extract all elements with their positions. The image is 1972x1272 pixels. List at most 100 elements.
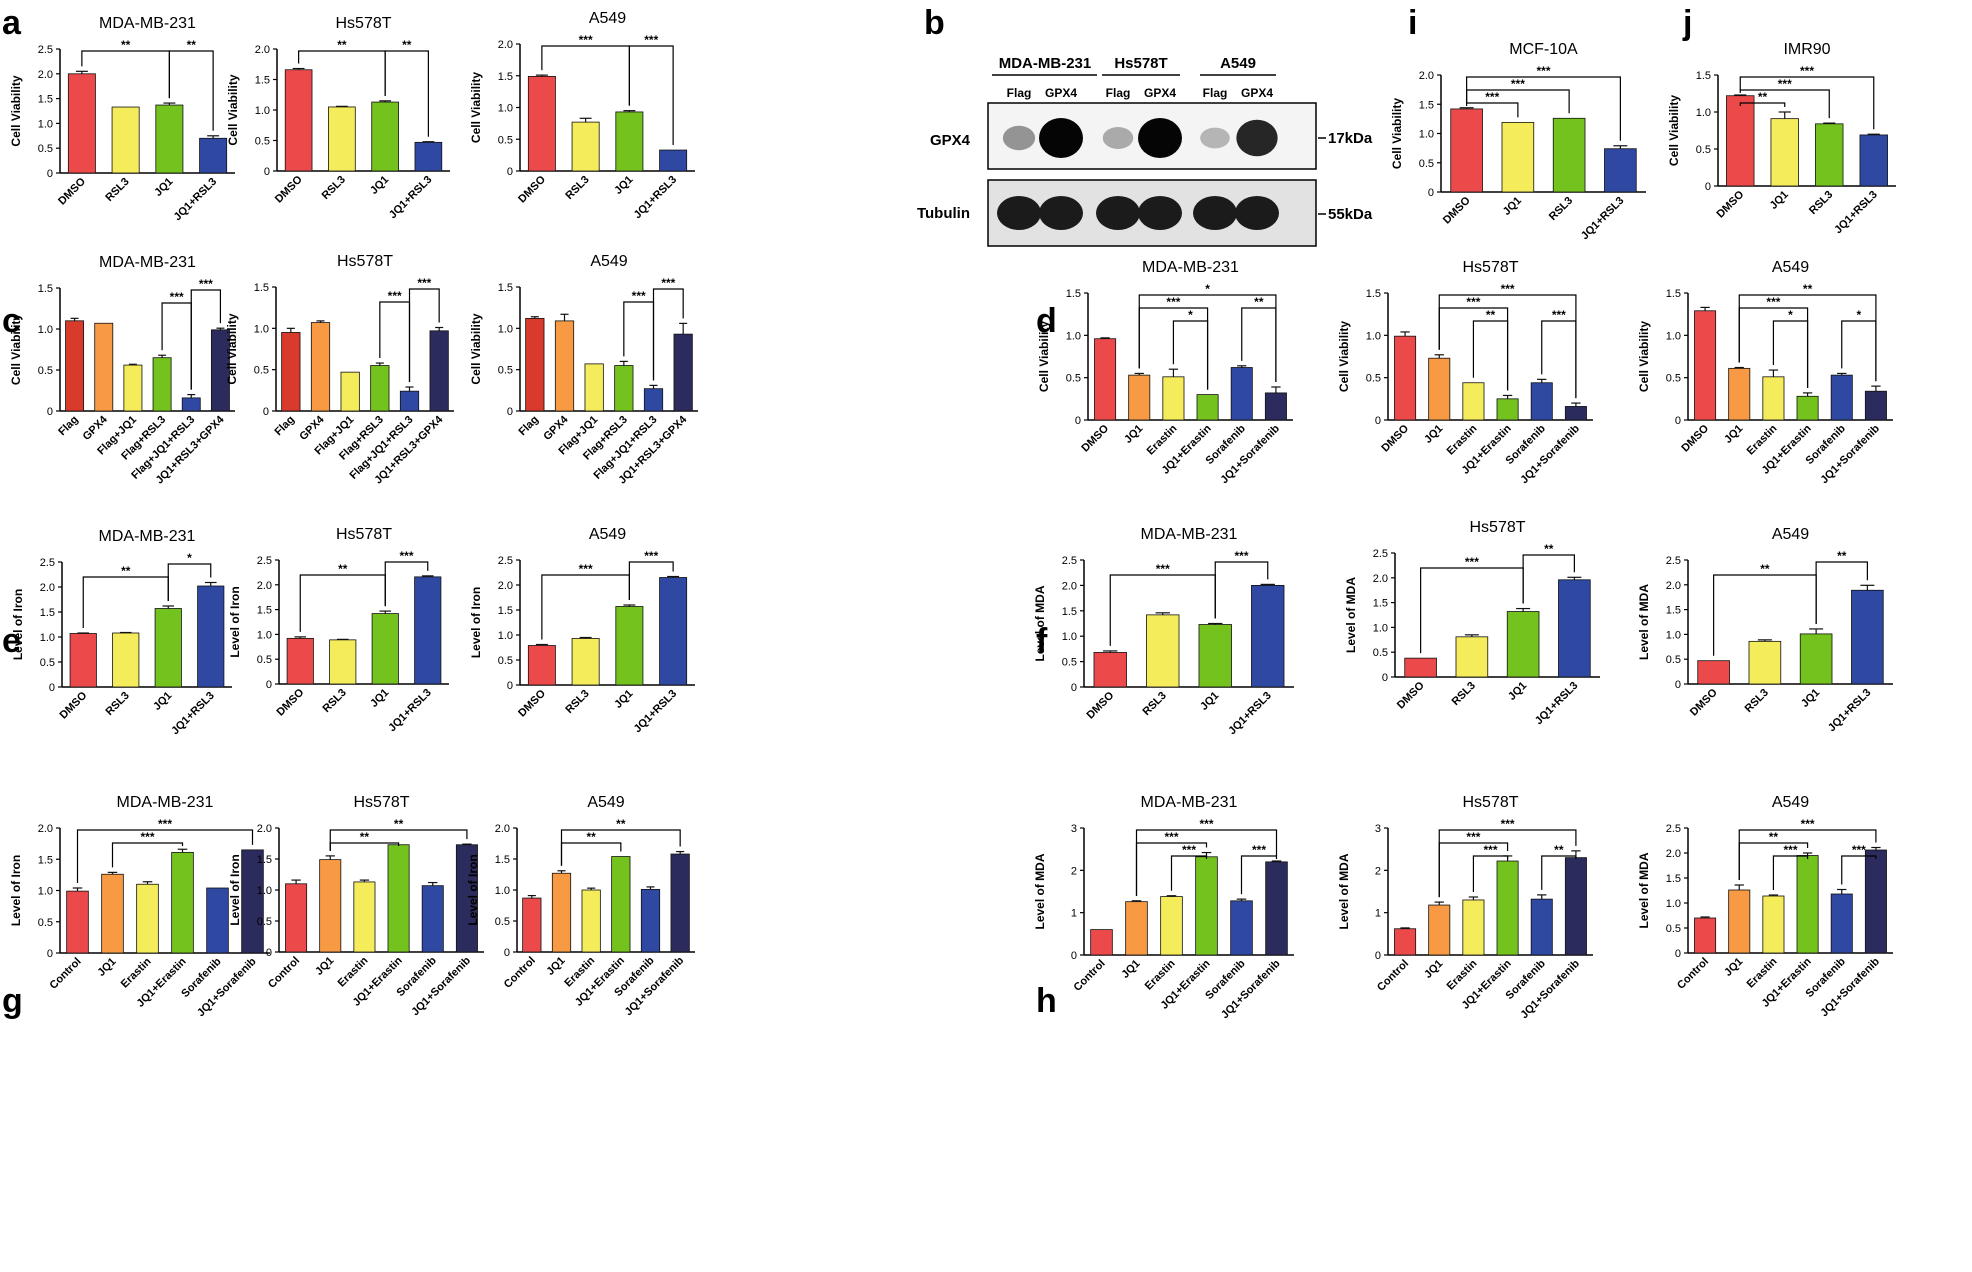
y-tick-label: 1.5: [1066, 288, 1081, 300]
y-tick-label: 0: [1071, 950, 1077, 962]
x-category-label: DMSO: [1379, 422, 1411, 454]
y-tick-label: 2.0: [257, 823, 272, 835]
y-tick-label: 1.5: [1666, 605, 1681, 617]
significance-bracket: [1438, 829, 1577, 898]
significance-label: ***: [1182, 843, 1196, 857]
significance-label: ***: [661, 276, 675, 290]
significance-label: ***: [1552, 308, 1566, 322]
bar-dmso: [527, 75, 556, 172]
x-category-label: JQ1+RSL3: [386, 687, 434, 735]
significance-bracket: [1738, 829, 1877, 880]
significance-bracket: [652, 288, 684, 381]
bar-jq1-rsl3: [1604, 148, 1637, 193]
significance-label: ***: [1485, 90, 1499, 104]
x-category-label: Flag: [56, 414, 80, 438]
significance-label: ***: [1501, 282, 1515, 296]
x-category-label: JQ1: [95, 956, 118, 979]
y-tick-label: 0.5: [1666, 373, 1681, 385]
y-tick-label: 1.0: [1696, 107, 1711, 119]
y-tick-label: 0.5: [257, 916, 272, 928]
y-tick-label: 0.5: [1419, 158, 1434, 170]
bar-jq1: [155, 104, 184, 174]
y-tick-label: 0.5: [38, 365, 53, 377]
y-tick-label: 1.5: [498, 71, 513, 83]
panel-label-b: b: [924, 4, 945, 42]
chart-title: Hs578T: [336, 526, 392, 543]
y-axis-label: Cell Viability: [9, 75, 23, 146]
x-category-label: JQ1: [1122, 423, 1145, 446]
y-axis-label: Level of Iron: [469, 587, 483, 658]
significance-bracket: [1738, 294, 1877, 382]
significance-bracket: [1138, 294, 1277, 382]
significance-label: ***: [579, 33, 593, 47]
y-tick-label: 1.5: [1419, 99, 1434, 111]
x-category-label: DMSO: [1679, 422, 1711, 454]
chart-j-imr90: IMR90 Cell Viability 0 0.5 1.0 1.5 DMSO JQ1 RSL3…: [1667, 41, 1896, 236]
y-tick-label: 2.0: [495, 823, 510, 835]
y-tick-label: 2.5: [1666, 823, 1681, 835]
y-tick-label: 0: [1675, 415, 1681, 427]
chart-title: A549: [1772, 526, 1809, 543]
bar-erastin: [136, 883, 159, 954]
x-category-label: DMSO: [1395, 679, 1427, 711]
wb-lane-label-3: Flag: [1106, 86, 1131, 100]
significance-bracket: [384, 561, 429, 607]
panel-label-e: e: [2, 622, 21, 660]
y-axis-label: Cell Viability: [1037, 321, 1051, 392]
x-category-label: DMSO: [1085, 689, 1117, 721]
significance-bracket: [628, 561, 674, 600]
x-category-label: JQ1+RSL3: [1226, 690, 1274, 738]
bar-erastin: [1462, 899, 1485, 956]
bar-rsl3: [1552, 117, 1586, 193]
y-tick-label: 0.5: [1666, 923, 1681, 935]
significance-label: **: [1803, 282, 1813, 296]
bar-rsl3: [112, 632, 140, 688]
bar-gpx4: [310, 322, 331, 412]
wb-band-tubulin-4: [1138, 196, 1182, 230]
x-category-label: RSL3: [1743, 687, 1771, 715]
bar-flag-jq1: [584, 363, 604, 412]
chart-title: A549: [590, 253, 627, 270]
significance-label: **: [1758, 90, 1768, 104]
x-category-label: DMSO: [273, 173, 305, 205]
bar-jq1-erastin: [1196, 394, 1219, 421]
y-tick-label: 0.5: [1066, 373, 1081, 385]
bar-jq1-rsl3-gpx4: [429, 330, 449, 412]
significance-label: ***: [1234, 549, 1248, 563]
y-tick-label: 1.5: [38, 283, 53, 295]
chart-title: MDA-MB-231: [99, 528, 196, 545]
x-category-label: RSL3: [563, 688, 591, 716]
significance-label: ***: [1800, 64, 1814, 78]
y-tick-label: 0.5: [38, 917, 53, 929]
significance-label: ***: [644, 549, 658, 563]
significance-label: *: [187, 551, 192, 565]
significance-label: ***: [1252, 843, 1266, 857]
significance-label: ***: [1783, 843, 1797, 857]
y-tick-label: 2.5: [38, 44, 53, 56]
significance-bracket: [76, 829, 254, 883]
bar-jq1: [1770, 118, 1799, 187]
bar-erastin: [353, 881, 376, 953]
significance-label: **: [337, 38, 347, 52]
chart-e-mda-mb-231: MDA-MB-231 Level of Iron 0 0.5 1.0 1.5 2.0 2.5 D…: [11, 528, 232, 737]
bar-jq1: [615, 606, 644, 686]
wb-cellline-1: MDA-MB-231: [999, 55, 1092, 72]
y-tick-label: 0: [47, 948, 53, 960]
bar-sorafenib: [1230, 900, 1253, 956]
significance-bracket: [111, 842, 184, 868]
significance-label: **: [360, 830, 370, 844]
chart-title: MDA-MB-231: [1142, 259, 1239, 276]
significance-label: ***: [1466, 295, 1480, 309]
wb-band-tubulin-2: [1039, 196, 1083, 230]
y-tick-label: 1.5: [1373, 598, 1388, 610]
bar-flag: [525, 318, 545, 412]
y-tick-label: 0.5: [254, 365, 269, 377]
significance-label: **: [121, 38, 131, 52]
y-axis-label: Cell Viability: [226, 74, 240, 145]
x-category-label: RSL3: [320, 174, 348, 202]
bar-jq1: [615, 111, 644, 172]
bar-jq1-rsl3: [197, 585, 225, 688]
bar-jq1: [371, 101, 399, 172]
